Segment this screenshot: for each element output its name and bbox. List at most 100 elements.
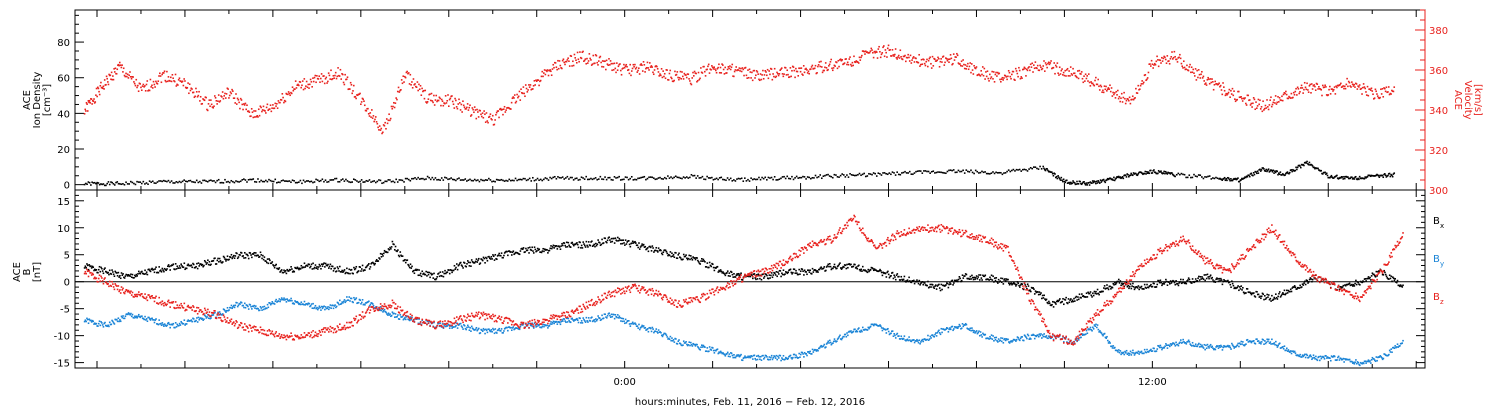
velocity-point: [429, 99, 432, 102]
bx-point: [428, 271, 431, 274]
velocity-point: [883, 55, 886, 58]
bx-point: [1253, 292, 1255, 294]
bx-point: [329, 263, 332, 266]
velocity-point: [1205, 84, 1208, 86]
velocity-point: [193, 96, 196, 99]
bx-point: [389, 246, 391, 249]
velocity-point: [956, 54, 959, 57]
bx-point: [1057, 300, 1060, 303]
ion-density-point: [987, 172, 990, 175]
velocity-point: [1332, 90, 1334, 92]
bx-point: [726, 270, 729, 272]
velocity-point: [935, 60, 938, 62]
bx-point: [483, 257, 486, 260]
bx-point: [257, 254, 259, 257]
ion-density-point: [326, 181, 328, 183]
bx-point: [543, 250, 545, 253]
bx-point: [1159, 279, 1162, 282]
bx-point: [657, 247, 660, 249]
velocity-point: [549, 69, 551, 71]
velocity-point: [848, 58, 851, 60]
velocity-point: [330, 69, 332, 72]
bx-point: [336, 266, 339, 268]
velocity-point: [975, 66, 978, 68]
velocity-point: [502, 108, 505, 111]
velocity-point: [875, 51, 878, 53]
bx-point: [467, 261, 470, 264]
velocity-point: [154, 86, 156, 88]
bx-point: [1168, 281, 1170, 283]
ion-density-point: [373, 180, 375, 182]
velocity-point: [169, 80, 171, 82]
velocity-point: [981, 73, 983, 76]
by-point: [279, 300, 281, 303]
by-point: [118, 320, 120, 323]
velocity-point: [828, 63, 831, 66]
ion-density-point: [105, 184, 107, 187]
bx-point: [601, 238, 603, 241]
bx-point: [122, 273, 124, 275]
ion-density-point: [679, 177, 682, 179]
velocity-point: [1127, 98, 1129, 101]
ion-density-point: [1168, 172, 1171, 174]
velocity-point: [942, 55, 945, 58]
velocity-point: [703, 70, 706, 73]
velocity-point: [745, 74, 748, 77]
bx-point: [975, 275, 978, 277]
by-point: [330, 307, 332, 310]
ion-density-point: [725, 179, 727, 182]
velocity-point: [88, 101, 90, 104]
bx-point: [679, 257, 682, 259]
bx-point: [88, 264, 91, 266]
bx-point: [918, 279, 921, 282]
bx-point: [1013, 282, 1016, 285]
velocity-point: [582, 50, 584, 53]
bx-point: [1238, 286, 1241, 288]
ion-density-point: [448, 178, 451, 180]
ion-density-point: [1182, 173, 1184, 176]
bx-point: [154, 268, 157, 270]
bx-point: [741, 279, 744, 281]
bx-point: [1070, 300, 1073, 303]
velocity-point: [1075, 75, 1078, 78]
by-point: [225, 309, 228, 312]
velocity-point: [420, 94, 423, 97]
velocity-point: [133, 82, 136, 85]
bx-point: [444, 269, 446, 272]
velocity-point: [105, 83, 107, 86]
velocity-point: [1259, 99, 1261, 102]
bx-point: [155, 266, 157, 269]
ion-density-point: [930, 170, 933, 173]
bx-point: [434, 278, 437, 281]
ion-density-point: [195, 179, 198, 182]
bx-point: [478, 263, 481, 265]
ion-density-point: [753, 178, 756, 180]
ion-density-point: [908, 170, 911, 173]
velocity-point: [452, 103, 455, 106]
velocity-point: [1098, 85, 1100, 88]
ion-density-point: [1224, 179, 1227, 182]
bx-point: [1220, 279, 1223, 281]
ion-density-point: [568, 178, 570, 180]
velocity-point: [846, 63, 848, 66]
velocity-point: [400, 89, 402, 91]
velocity-point: [532, 88, 534, 90]
bx-point: [763, 277, 765, 279]
ion-density-point: [199, 180, 201, 183]
ion-density-point: [921, 172, 924, 174]
velocity-point: [1061, 68, 1063, 70]
velocity-point: [906, 56, 909, 59]
ion-density-point: [1087, 181, 1090, 184]
by-point: [112, 322, 115, 324]
velocity-point: [1340, 82, 1342, 85]
velocity-point: [1164, 58, 1167, 61]
bx-point: [388, 248, 391, 251]
bx-point: [1280, 294, 1283, 297]
velocity-point: [521, 92, 524, 95]
bx-point: [637, 246, 639, 249]
bx-point: [616, 236, 619, 239]
ion-density-point: [363, 181, 366, 183]
ion-density-point: [296, 181, 299, 184]
velocity-point: [1229, 96, 1231, 99]
bx-point: [610, 237, 613, 240]
